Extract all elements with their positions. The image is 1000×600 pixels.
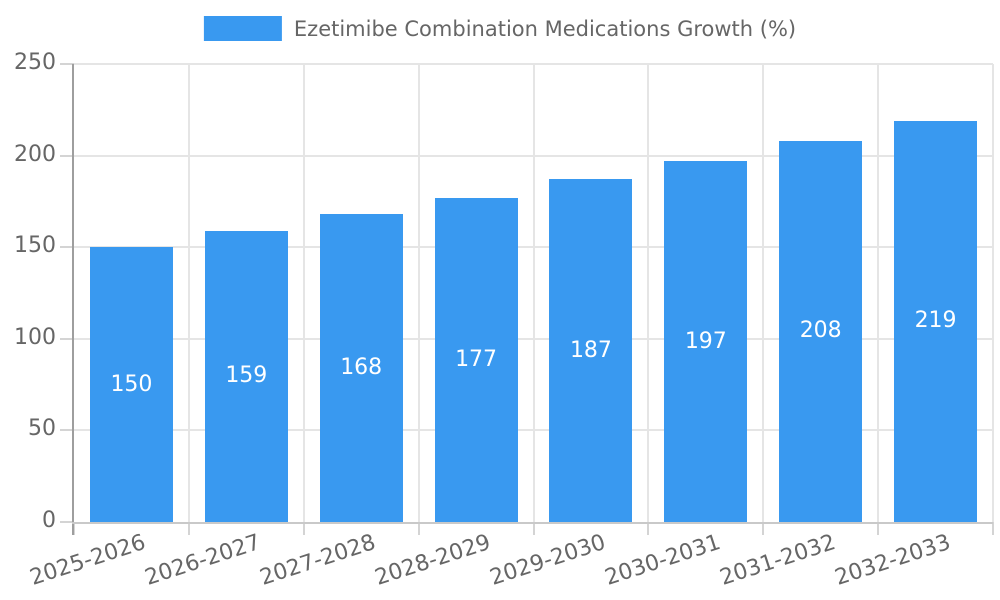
bar[interactable] [549,179,633,522]
y-axis-tick-label: 50 [28,416,56,442]
x-axis-tick [417,522,420,535]
bar[interactable] [204,230,288,522]
bar[interactable] [779,140,863,522]
gridline-vertical [762,64,765,522]
bar-value-label: 159 [225,363,268,389]
bar-value-label: 187 [569,337,612,363]
x-axis-tick [302,522,305,535]
y-axis-tick-label: 250 [14,50,56,75]
y-axis-line [72,64,74,535]
x-axis-tick [877,522,880,535]
bar-value-label: 168 [340,355,383,381]
x-axis-tick [762,522,765,535]
y-axis-tick [60,429,74,432]
bar-value-label: 177 [455,346,498,372]
x-axis-tick [187,522,190,535]
bar-value-label: 208 [799,318,842,344]
bar[interactable] [434,197,518,522]
bar[interactable] [319,214,403,522]
legend-label: Ezetimibe Combination Medications Growth… [293,16,797,41]
y-axis-tick-label: 150 [14,233,56,259]
y-axis-tick-label: 200 [14,141,56,167]
bar-value-label: 150 [110,371,153,397]
y-axis-tick [60,337,74,340]
bar[interactable] [894,120,978,522]
bar-value-label: 197 [684,328,727,354]
gridline-vertical [532,64,535,522]
gridline-vertical [877,64,880,522]
y-axis-tick [60,63,74,65]
gridline-vertical [992,64,994,522]
gridline-vertical [302,64,305,522]
y-axis-tick-label: 100 [14,324,56,350]
bar[interactable] [664,161,748,522]
gridline-vertical [187,64,190,522]
y-axis-tick [60,246,74,249]
x-axis-tick [992,522,994,535]
gridline-vertical [647,64,650,522]
legend-swatch [203,16,282,41]
legend-item[interactable]: Ezetimibe Combination Medications Growth… [203,16,797,41]
gridline-vertical [417,64,420,522]
x-axis-tick [647,522,650,535]
y-axis-tick-label: 0 [42,508,56,533]
x-axis-line [72,522,993,524]
x-axis-tick [73,522,75,535]
y-axis-tick [60,154,74,157]
x-axis-tick [532,522,535,535]
y-axis-tick [60,521,74,523]
bar-value-label: 219 [914,308,957,334]
bar[interactable] [89,247,173,522]
